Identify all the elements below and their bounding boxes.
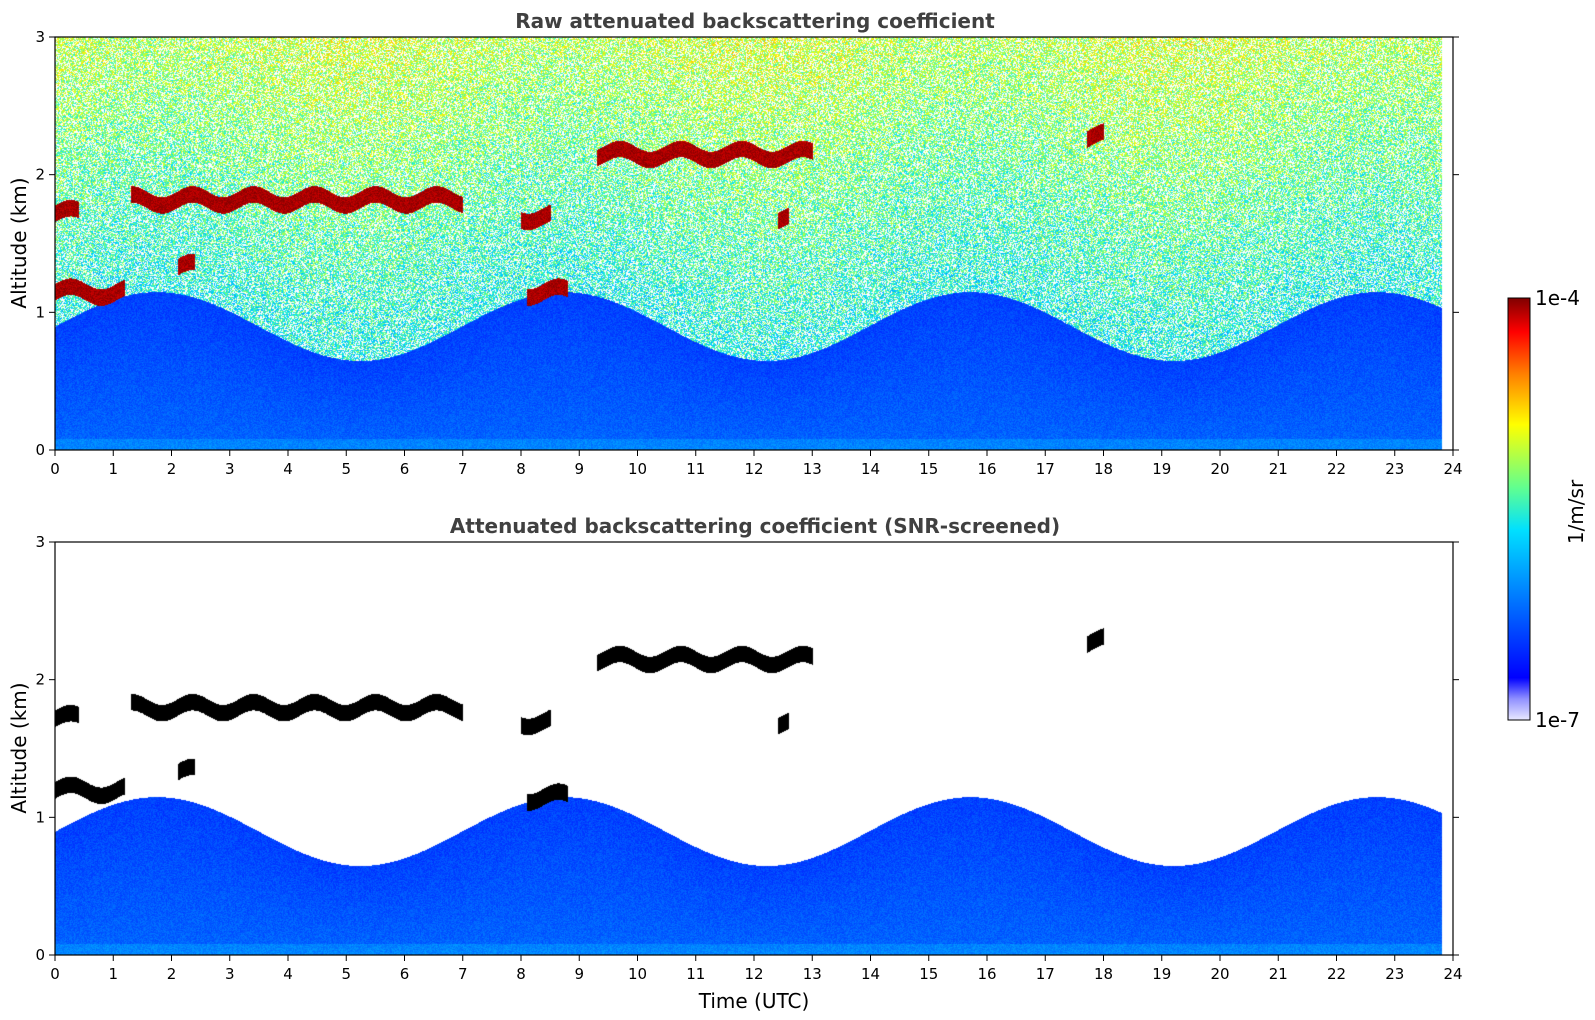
y-tick-label: 3 <box>35 533 45 551</box>
x-tick-label: 23 <box>1385 965 1404 983</box>
x-tick-label: 19 <box>1152 965 1171 983</box>
y-tick-label: 2 <box>35 671 45 689</box>
x-tick-label: 8 <box>516 460 526 478</box>
y-tick-label: 2 <box>35 166 45 184</box>
x-tick-label: 21 <box>1269 460 1288 478</box>
x-tick-label: 3 <box>225 965 235 983</box>
screened-axes: 0 1 2 3 4 5 6 7 8 9 10 11 12 13 14 15 16 17 18 19 20 21 22 23 24… <box>35 533 1462 983</box>
raw-y-axis-label: Altitude (km) <box>7 177 31 308</box>
colorbar-gradient <box>1507 297 1531 721</box>
x-tick-label: 11 <box>686 460 705 478</box>
x-tick-label: 0 <box>50 460 60 478</box>
x-tick-label: 16 <box>977 460 996 478</box>
x-tick-label: 20 <box>1210 965 1229 983</box>
x-tick-label: 1 <box>108 460 118 478</box>
x-tick-label: 15 <box>919 965 938 983</box>
x-tick-label: 2 <box>167 965 177 983</box>
x-tick-label: 7 <box>458 460 468 478</box>
y-tick-label: 1 <box>35 808 45 826</box>
y-tick-label: 3 <box>35 28 45 46</box>
screened-panel-title: Attenuated backscattering coefficient (S… <box>450 514 1060 538</box>
x-tick-label: 8 <box>516 965 526 983</box>
colorbar-unit-label: 1/m/sr <box>1564 479 1588 544</box>
y-tick-label: 0 <box>35 441 45 459</box>
x-tick-label: 18 <box>1094 460 1113 478</box>
x-tick-label: 24 <box>1443 460 1462 478</box>
x-tick-label: 21 <box>1269 965 1288 983</box>
x-tick-label: 7 <box>458 965 468 983</box>
x-tick-label: 20 <box>1210 460 1229 478</box>
x-tick-label: 17 <box>1036 460 1055 478</box>
x-tick-label: 2 <box>167 460 177 478</box>
screened-y-axis-label: Altitude (km) <box>7 682 31 813</box>
x-tick-label: 17 <box>1036 965 1055 983</box>
x-tick-label: 12 <box>744 965 763 983</box>
y-tick-label: 1 <box>35 303 45 321</box>
x-tick-label: 14 <box>861 965 880 983</box>
x-tick-label: 3 <box>225 460 235 478</box>
x-tick-label: 6 <box>400 965 410 983</box>
raw-backscatter-heatmap <box>55 37 1453 450</box>
x-tick-label: 13 <box>803 460 822 478</box>
x-tick-label: 4 <box>283 965 293 983</box>
x-tick-label: 4 <box>283 460 293 478</box>
x-tick-label: 0 <box>50 965 60 983</box>
screened-backscatter-heatmap <box>55 542 1453 955</box>
raw-panel-title: Raw attenuated backscattering coefficien… <box>515 9 995 33</box>
x-tick-label: 18 <box>1094 965 1113 983</box>
x-tick-label: 23 <box>1385 460 1404 478</box>
y-tick-label: 0 <box>35 946 45 964</box>
x-tick-label: 9 <box>574 460 584 478</box>
colorbar: 1e-4 1e-7 1/m/sr <box>1507 286 1588 732</box>
x-tick-label: 13 <box>803 965 822 983</box>
x-tick-label: 14 <box>861 460 880 478</box>
x-tick-label: 22 <box>1327 965 1346 983</box>
x-tick-label: 11 <box>686 965 705 983</box>
x-tick-label: 10 <box>628 460 647 478</box>
x-tick-label: 1 <box>108 965 118 983</box>
x-tick-label: 5 <box>341 965 351 983</box>
raw-axes: 0 1 2 3 4 5 6 7 8 9 10 11 12 13 14 15 16 17 18 19 20 21 22 23 24… <box>35 28 1462 478</box>
x-tick-label: 24 <box>1443 965 1462 983</box>
x-tick-label: 19 <box>1152 460 1171 478</box>
x-tick-label: 15 <box>919 460 938 478</box>
x-tick-label: 5 <box>341 460 351 478</box>
x-tick-label: 6 <box>400 460 410 478</box>
x-tick-label: 12 <box>744 460 763 478</box>
colorbar-min-label: 1e-7 <box>1535 708 1580 732</box>
x-tick-label: 9 <box>574 965 584 983</box>
screened-x-axis-label: Time (UTC) <box>698 989 810 1013</box>
raw-backscatter-panel: Raw attenuated backscattering coefficien… <box>7 9 1463 478</box>
screened-backscatter-panel: Attenuated backscattering coefficient (S… <box>7 514 1463 1013</box>
colorbar-max-label: 1e-4 <box>1535 286 1580 310</box>
x-tick-label: 22 <box>1327 460 1346 478</box>
x-tick-label: 10 <box>628 965 647 983</box>
x-tick-label: 16 <box>977 965 996 983</box>
